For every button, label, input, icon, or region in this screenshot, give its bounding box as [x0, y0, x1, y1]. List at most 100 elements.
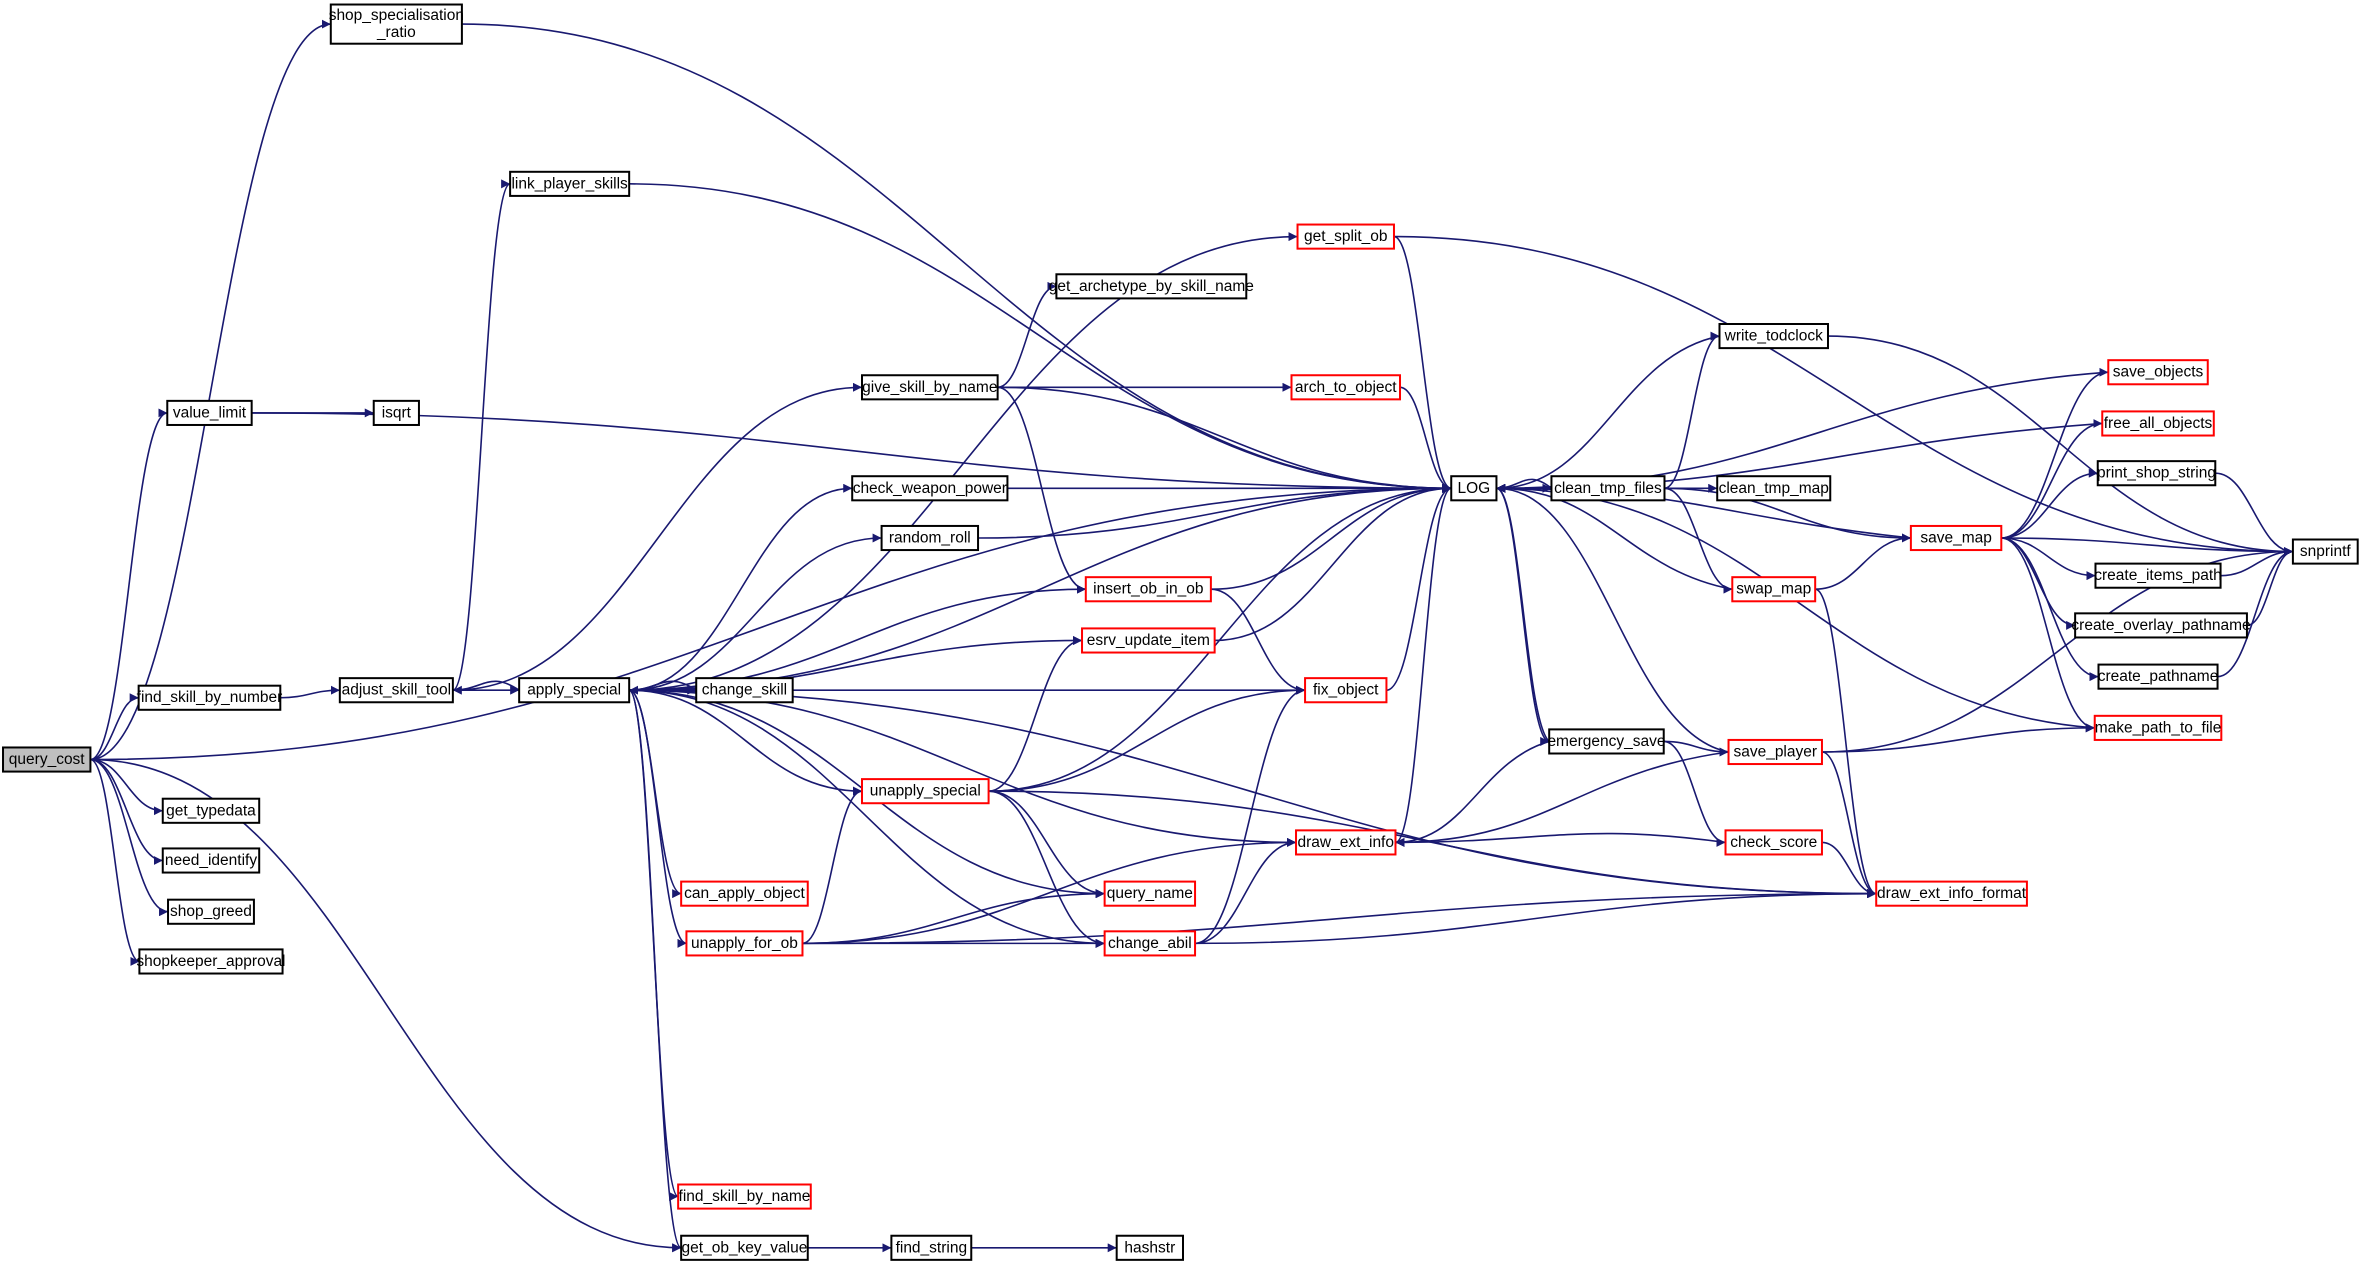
node-change-abil[interactable]: change_abil [1103, 930, 1197, 957]
node-free-all-objects[interactable]: free_all_objects [2101, 410, 2215, 437]
edge-change-abil-to-fix-object [1194, 685, 1306, 945]
node-find-string[interactable]: find_string [890, 1234, 973, 1261]
node-label: shop_specialisation [329, 7, 464, 24]
node-swap-map[interactable]: swap_map [1731, 576, 1817, 603]
edge-apply-special-to-adjust-skill-tool [452, 680, 520, 695]
node-label: apply_special [527, 682, 621, 699]
node-random-roll[interactable]: random_roll [880, 524, 980, 552]
node-unapply-for-ob[interactable]: unapply_for_ob [685, 930, 804, 957]
node-write-todclock[interactable]: write_todclock [1718, 323, 1829, 350]
node-save-player[interactable]: save_player [1727, 738, 1823, 766]
edge-apply-special-to-random-roll [629, 533, 882, 692]
node-create-pathname[interactable]: create_pathname [2097, 663, 2219, 690]
node-esrv-update-item[interactable]: esrv_update_item [1081, 627, 1216, 654]
node-unapply-special[interactable]: unapply_special [861, 778, 990, 805]
node-check-score[interactable]: check_score [1724, 829, 1823, 856]
node-value-limit[interactable]: value_limit [166, 399, 253, 426]
node-label: get_ob_key_value [682, 1239, 808, 1256]
edge-swap-map-to-save-map [1815, 533, 1911, 591]
edge-value-limit-to-LOG [251, 412, 1452, 493]
edge-apply-special-to-unapply-for-ob [628, 689, 687, 948]
node-box [1548, 728, 1665, 755]
node-box [1718, 323, 1829, 350]
edge-query-cost-to-get-typedata [90, 758, 163, 816]
node-get-archetype-by-skill-name[interactable]: get_archetype_by_skill_name [1049, 273, 1254, 300]
edge-apply-special-to-get-ob-key-value [628, 689, 682, 1253]
node-draw-ext-info[interactable]: draw_ext_info [1295, 829, 1397, 856]
node-insert-ob-in-ob[interactable]: insert_ob_in_ob [1084, 576, 1212, 603]
node-emergency-save[interactable]: emergency_save [1547, 728, 1665, 755]
node-query-cost[interactable]: query_cost [2, 746, 92, 773]
node-label: unapply_special [870, 783, 981, 800]
node-label: create_pathname [2098, 668, 2219, 685]
node-save-map[interactable]: save_map [1909, 524, 2003, 552]
node-get-ob-key-value[interactable]: get_ob_key_value [680, 1234, 809, 1261]
node-hashstr[interactable]: hashstr [1115, 1234, 1184, 1261]
node-save-objects[interactable]: save_objects [2107, 359, 2209, 386]
node-clean-tmp-files[interactable]: clean_tmp_files [1550, 475, 1666, 502]
node-apply-special[interactable]: apply_special [518, 677, 631, 704]
node-shop-greed[interactable]: shop_greed [167, 898, 255, 925]
node-shopkeeper-approval[interactable]: shopkeeper_approval [136, 948, 286, 975]
node-snprintf[interactable]: snprintf [2291, 538, 2359, 565]
node-isqrt[interactable]: isqrt [372, 399, 420, 426]
edge-query-cost-to-get-ob-key-value [90, 758, 682, 1253]
node-need-identify[interactable]: need_identify [161, 847, 261, 874]
node-get-typedata[interactable]: get_typedata [161, 797, 261, 824]
edge-save-map-to-print-shop-string [2001, 468, 2098, 539]
node-print-shop-string[interactable]: print_shop_string [2096, 460, 2217, 487]
edge-adjust-skill-tool-to-link-player-skills [452, 179, 511, 692]
node-check-weapon-power[interactable]: check_weapon_power [851, 475, 1009, 502]
node-label: fix_object [1313, 682, 1379, 699]
node-box [509, 170, 631, 197]
node-label: can_apply_object [684, 885, 805, 902]
node-label: write_todclock [1724, 328, 1823, 345]
node-clean-tmp-map[interactable]: clean_tmp_map [1716, 475, 1832, 502]
node-label: shop_greed [170, 903, 252, 920]
node-draw-ext-info-format[interactable]: draw_ext_info_format [1875, 880, 2028, 907]
edge-give-skill-by-name-to-get-archetype-by-skill-name [997, 281, 1057, 389]
node-box [1103, 880, 1197, 907]
node-link-player-skills[interactable]: link_player_skills [509, 170, 631, 197]
edge-link-player-skills-to-LOG [629, 183, 1452, 493]
edge-save-map-to-snprintf [2001, 537, 2293, 557]
node-label: _ratio [376, 24, 416, 41]
edge-swap-map-to-draw-ext-info-format [1814, 588, 1877, 899]
edge-query-cost-to-shopkeeper-approval [90, 758, 140, 966]
node-label: adjust_skill_tool [342, 682, 451, 699]
node-get-split-ob[interactable]: get_split_ob [1296, 223, 1395, 250]
node-box [137, 684, 282, 711]
node-box [1550, 475, 1666, 502]
node-arch-to-object[interactable]: arch_to_object [1290, 374, 1402, 401]
node-box [1909, 524, 2003, 552]
node-box [861, 778, 990, 805]
node-make-path-to-file[interactable]: make_path_to_file [2093, 714, 2223, 741]
node-label: swap_map [1736, 581, 1811, 598]
node-box [685, 930, 804, 957]
node-find-skill-by-number[interactable]: find_skill_by_number [137, 684, 283, 711]
edge-apply-special-to-check-weapon-power [629, 483, 853, 692]
edge-save-map-to-free-all-objects [2001, 418, 2103, 539]
edge-save-map-to-create-items-path [2001, 537, 2096, 581]
node-create-overlay-pathname[interactable]: create_overlay_pathname [2071, 612, 2251, 639]
node-LOG[interactable]: LOG [1450, 475, 1498, 502]
node-box [161, 797, 261, 824]
node-create-items-path[interactable]: create_items_path [2094, 562, 2222, 589]
node-box [1727, 738, 1823, 766]
node-box [2291, 538, 2359, 565]
edge-save-player-to-draw-ext-info [1395, 751, 1729, 847]
edge-swap-map-to-LOG [1496, 483, 1733, 591]
node-can-apply-object[interactable]: can_apply_object [680, 880, 809, 907]
node-change-skill[interactable]: change_skill [695, 677, 794, 704]
node-give-skill-by-name[interactable]: give_skill_by_name [861, 374, 999, 401]
node-adjust-skill-tool[interactable]: adjust_skill_tool [338, 677, 454, 704]
node-fix-object[interactable]: fix_object [1304, 677, 1388, 704]
node-label: LOG [1457, 480, 1490, 497]
node-shop-specialisation-ratio[interactable]: shop_specialisation_ratio [329, 3, 464, 45]
edge-clean-tmp-files-to-write-todclock [1664, 331, 1720, 490]
node-query-name[interactable]: query_name [1103, 880, 1197, 907]
node-label: make_path_to_file [2095, 719, 2222, 736]
node-find-skill-by-name[interactable]: find_skill_by_name [677, 1183, 812, 1210]
node-box [1875, 880, 2028, 907]
node-box [2096, 460, 2217, 487]
